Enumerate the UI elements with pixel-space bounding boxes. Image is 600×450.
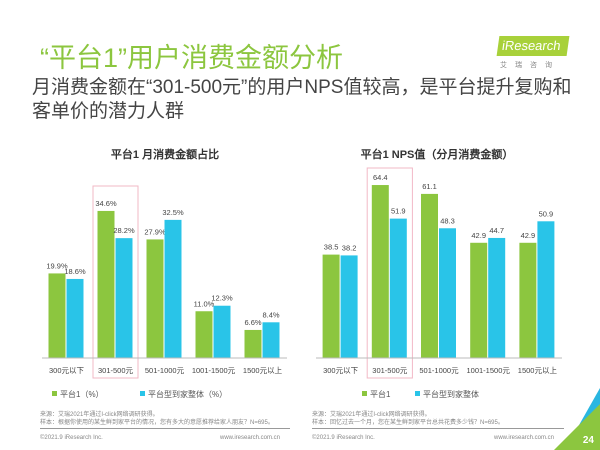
legend-swatch [362,391,367,396]
category-label: 1500元以上 [243,366,283,375]
corner-decoration-green [554,404,600,450]
bar-platform1 [48,273,66,358]
value-label: 50.9 [539,209,554,218]
value-label: 12.3% [211,294,233,303]
value-label: 27.9% [144,227,166,236]
left-sample: 样本：根据你使用的某生鲜到家平台的情况，您有多大的意愿推荐给家人朋友？N=695… [40,420,274,426]
value-label: 38.5 [324,243,339,252]
value-label: 61.1 [422,182,437,191]
page-subtitle: 月消费金额在“301-500元”的用户NPS值较高，是平台提升复购和客单价的潜力… [32,77,572,122]
left-source: 来源：艾瑞2021年通过I-click网络调研获得。 [40,412,159,418]
highlight-box [92,185,139,379]
bar-platform1 [322,254,340,358]
value-label: 51.9 [391,207,406,216]
legend-swatch [140,391,145,396]
bar-platform1 [470,242,488,358]
legend-swatch [52,391,57,396]
bar-overall [164,219,182,358]
value-label: 18.6% [64,267,86,276]
value-label: 6.6% [244,318,261,327]
bar-overall [439,228,456,358]
value-label: 42.9 [471,231,486,240]
category-label: 1001-1500元 [467,366,511,375]
bar-overall [66,278,84,358]
right-sample: 样本：回忆过去一个月，您在某生鲜到家平台总共花费多少钱？N=695。 [312,420,504,426]
value-label: 28.2% [113,226,135,235]
value-label: 64.4 [373,173,388,182]
category-label: 300元以下 [49,366,85,375]
left-url: www.iresearch.com.cn [220,435,281,441]
right-url: www.iresearch.com.cn [494,435,555,441]
legend-swatch [415,391,420,396]
bar-platform1 [371,185,389,358]
right-source: 来源：艾瑞2021年通过I-click网络调研获得。 [312,412,431,418]
value-label: 38.2 [342,243,357,252]
right-footnote: 来源：艾瑞2021年通过I-click网络调研获得。 样本：回忆过去一个月，您在… [312,411,564,427]
category-label: 301-500元 [98,366,134,375]
left-copyright: ©2021.9 iResearch Inc. [40,435,103,441]
category-label: 501-1000元 [419,366,459,375]
value-label: 42.9 [521,231,536,240]
bar-platform1 [146,239,164,358]
category-label: 501-1000元 [145,366,185,375]
value-label: 34.6% [95,199,117,208]
bar-overall [537,221,555,358]
right-divider [312,428,564,429]
highlight-box [366,167,413,379]
value-label: 48.3 [440,216,455,225]
bar-overall [389,218,407,358]
value-label: 19.9% [46,261,68,270]
category-label: 300元以下 [323,366,359,375]
value-label: 8.4% [262,310,279,319]
bar-overall [213,305,231,358]
bar-platform1 [97,210,115,358]
bar-overall [115,238,133,358]
logo-subtext: 艾瑞咨询 [500,62,560,69]
left-divider [40,428,290,429]
category-label: 1500元以上 [518,366,558,375]
bar-platform1 [421,193,438,358]
category-label: 1001-1500元 [192,366,236,375]
page-title: “平台1”用户消费金额分析 [40,43,343,73]
bar-platform1 [244,329,262,358]
value-label: 32.5% [162,208,184,217]
left-footnote: 来源：艾瑞2021年通过I-click网络调研获得。 样本：根据你使用的某生鲜到… [40,411,290,427]
bar-overall [488,237,506,358]
bar-overall [340,255,358,358]
page-number: 24 [582,435,594,446]
right-chart-title: 平台1 NPS值（分月消费金额） [360,149,514,161]
bar-platform1 [519,242,537,358]
legend-label: 平台型到家整体 [423,389,479,399]
bar-overall [262,322,280,358]
left-chart-title: 平台1 月消费金额占比 [110,149,220,161]
legend-label: 平台1（%） [60,389,104,399]
category-label: 301-500元 [372,366,408,375]
value-label: 11.0% [194,299,215,308]
bar-platform1 [195,311,213,358]
right-copyright: ©2021.9 iResearch Inc. [312,435,375,441]
legend-label: 平台型到家整体（%） [148,389,227,399]
legend-label: 平台1 [370,389,391,399]
value-label: 44.7 [489,226,504,235]
